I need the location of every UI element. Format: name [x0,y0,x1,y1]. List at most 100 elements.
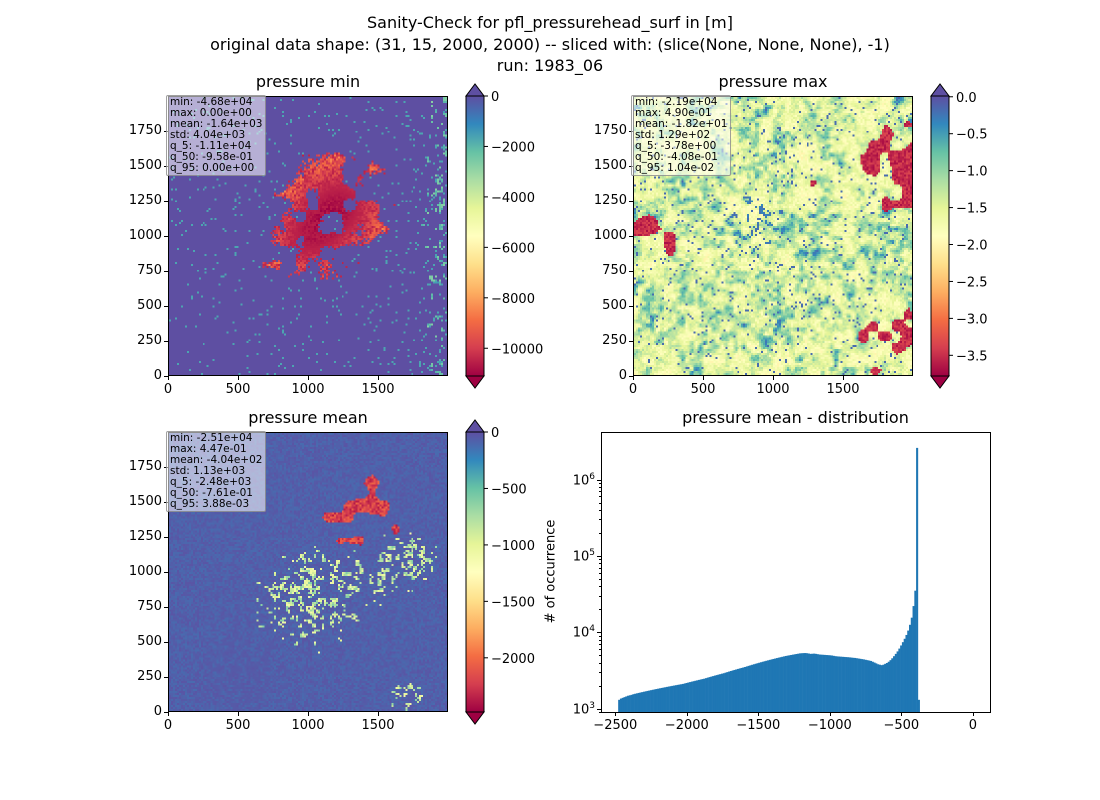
histogram-bar [669,686,672,712]
figure-title-line-3: run: 1983_06 [496,56,604,75]
statistics-line: max: 4.90e-01 [635,107,712,119]
x-tick-mark [633,376,634,380]
histogram-bar [760,662,763,712]
histogram-bar [809,653,812,712]
histogram-bar [901,642,904,712]
x-tick-label: 1500 [361,382,395,397]
histogram-bar [682,683,685,712]
x-tick-label: 500 [225,382,251,397]
x-tick-mark [843,376,844,380]
histogram-bar [655,689,658,712]
statistics-line: min: -2.51e+04 [170,432,253,444]
colorbar-extend-max [465,83,485,97]
histogram-bar [885,662,889,712]
x-tick-mark [378,712,379,716]
statistics-box: min: -2.19e+04 max: 4.90e-01 mean: -1.82e+… [631,95,732,176]
y-minor-tick-mark [599,655,601,657]
histogram-bar [671,685,674,712]
y-tick-mark [164,677,168,678]
statistics-line: max: 4.47e-01 [170,443,247,455]
colorbar-extend-min [465,711,485,725]
histogram-bar [880,665,883,712]
y-minor-tick-mark [599,486,601,488]
histogram-bar [790,654,793,712]
histogram-bar [678,684,681,712]
histogram-bar [662,687,665,712]
histogram-bar [846,657,850,712]
histogram-bar [735,669,738,712]
y-tick-mark [164,306,168,307]
histogram-bar [628,695,631,712]
histogram-bar [689,682,692,712]
y-minor-tick-mark [599,712,601,713]
histogram-bar [721,673,724,712]
statistics-line: q_95: 0.00e+00 [170,162,255,174]
colorbar-tick-label: −1500 [491,595,535,610]
statistics-line: mean: -4.04e+02 [170,454,263,466]
histogram-bar [666,686,669,712]
histogram-bar [815,653,818,712]
y-minor-tick-mark [599,578,601,580]
histogram-bar [827,655,830,712]
x-tick-mark [378,376,379,380]
y-minor-tick-mark [599,496,601,498]
histogram-bar [641,692,644,712]
histogram-bar [731,670,734,712]
colorbar-tick-label: −10000 [491,342,543,357]
histogram-bar [710,676,713,712]
y-tick-label: 0 [618,368,627,383]
colorbar-tick-label: 0 [491,426,499,441]
histogram-bar [893,656,896,712]
histogram-bar [784,655,787,712]
histogram-bar [788,655,791,712]
histogram-bar [658,688,662,712]
y-tick-mark [597,708,601,710]
colorbar-gradient [930,95,950,377]
histogram-bar [791,654,795,712]
statistics-line: q_5: -2.48e+03 [170,476,252,488]
y-minor-tick-mark [599,567,601,569]
histogram-bar [690,681,693,712]
y-tick-label: 1500 [128,158,162,173]
histogram-bar [795,653,798,712]
panel-title: pressure mean [248,408,368,427]
histogram-bar [910,617,913,712]
y-minor-tick-mark [599,559,601,561]
histogram-bar [914,590,917,712]
histogram-bar [816,654,819,712]
histogram-bar [800,653,803,712]
y-tick-mark [164,236,168,237]
y-tick-label: 1000 [593,228,627,243]
x-tick-label: 1500 [826,382,860,397]
histogram-bar [635,693,638,712]
x-tick-mark [238,712,239,716]
histogram-bar [646,690,649,712]
y-tick-label: 1750 [593,123,627,138]
histogram-bar [623,697,626,712]
histogram-bar [673,685,676,712]
colorbar-tick-label: −2000 [491,652,535,667]
x-tick-label: 500 [225,718,251,733]
y-tick-label: 1750 [128,123,162,138]
colorbar-tick-label: −2.5 [956,275,988,290]
colorbar-tick-label: −500 [491,482,527,497]
colorbar-extend-min [930,375,950,389]
colorbar-tick-label: −8000 [491,292,535,307]
statistics-line: q_95: 3.88e-03 [170,498,250,510]
histogram-bar [653,689,656,712]
x-tick-mark [308,376,309,380]
histogram-bar [916,447,919,712]
x-tick-mark [308,712,309,716]
statistics-line: q_50: -4.08e-01 [635,151,718,163]
histogram-bar [830,655,834,712]
y-tick-label: 104 [572,624,595,641]
histogram-bar [742,667,745,712]
histogram-bar [804,653,807,712]
colorbar-tick-label: −0.5 [956,128,988,143]
statistics-line: min: -4.68e+04 [170,96,253,108]
y-axis-label: # of occurrence [543,519,559,624]
histogram-bar [687,682,690,712]
histogram-bar [701,679,704,712]
histogram-bar [829,655,832,712]
histogram-bar [745,666,748,712]
